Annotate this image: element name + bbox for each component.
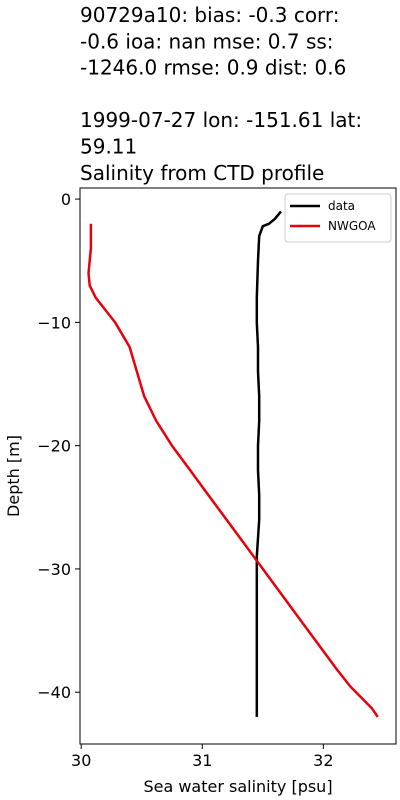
y-axis-label: Depth [m]	[4, 435, 23, 517]
y-tick-label: 0	[61, 190, 71, 209]
title-line-5: 59.11	[80, 135, 137, 159]
title-line-1: -0.6 ioa: nan mse: 0.7 ss:	[80, 29, 334, 53]
y-tick-label: −40	[37, 683, 71, 702]
plot-area	[87, 210, 379, 718]
title-line-2: -1246.0 rmse: 0.9 dist: 0.6	[80, 56, 346, 80]
title-line-6: Salinity from CTD profile	[80, 161, 324, 185]
title-line-4: 1999-07-27 lon: -151.61 lat:	[80, 108, 362, 132]
x-tick-label: 30	[71, 751, 91, 770]
series-line-nwgoa	[87, 223, 379, 718]
legend-label: data	[328, 199, 355, 213]
legend-label: NWGOA	[328, 219, 376, 233]
legend: data NWGOA	[284, 193, 392, 243]
x-tick-label: 31	[192, 751, 212, 770]
x-axis-label: Sea water salinity [psu]	[143, 777, 332, 796]
axes-frame	[79, 187, 397, 745]
y-tick-label: −30	[37, 560, 71, 579]
y-tick-label: −20	[37, 437, 71, 456]
series-line-data	[255, 210, 282, 717]
x-tick-label: 32	[313, 751, 333, 770]
chart-title: 90729a10: bias: -0.3 corr:-0.6 ioa: nan …	[80, 3, 362, 185]
y-tick-label: −10	[37, 313, 71, 332]
y-axis-ticks: 0 −10 −20 −30 −40	[37, 190, 80, 702]
x-axis-ticks: 30 31 32	[71, 744, 334, 770]
title-line-0: 90729a10: bias: -0.3 corr:	[80, 3, 340, 27]
